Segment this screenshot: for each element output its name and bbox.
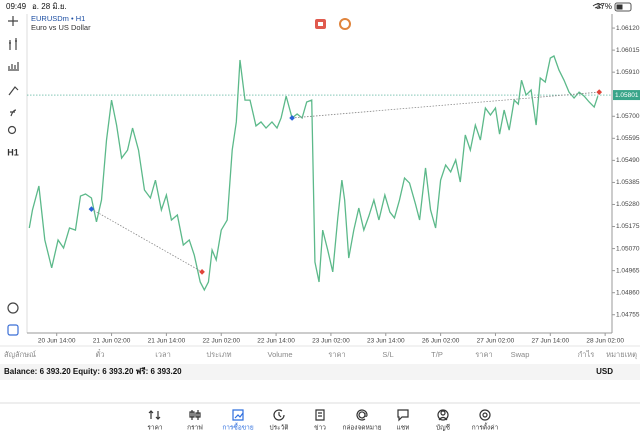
y-tick-label: 1.05595 <box>616 135 640 142</box>
trade-close-marker <box>199 269 205 275</box>
buy-button[interactable] <box>339 18 351 30</box>
x-tick-label: 27 Jun 02:00 <box>477 338 515 345</box>
y-tick-label: 1.04755 <box>616 311 640 318</box>
table-header: ราคา <box>475 350 492 359</box>
x-tick-label: 23 Jun 02:00 <box>312 338 350 345</box>
nav-icon <box>273 409 285 421</box>
nav-item[interactable]: กล่องจดหมาย <box>342 409 382 432</box>
chart-symbol: EURUSDm • H1 <box>31 14 85 23</box>
nav-label: แชท <box>397 425 410 432</box>
nav-item[interactable]: ประวัติ <box>270 409 289 432</box>
table-header: ราคา <box>328 350 345 359</box>
y-tick-label: 1.04860 <box>616 289 640 296</box>
table-header: S/L <box>382 350 393 359</box>
nav-item[interactable]: ราคา <box>147 410 163 432</box>
trade-open-marker <box>289 115 295 121</box>
nav-icon <box>356 409 368 421</box>
account-summary: Balance: 6 393.20 Equity: 6 393.20 ฟรี: … <box>4 366 182 376</box>
nav-label: ข่าว <box>314 425 326 432</box>
x-tick-label: 23 Jun 14:00 <box>367 338 405 345</box>
sell-button-glyph <box>318 22 323 26</box>
y-tick-label: 1.05175 <box>616 223 640 230</box>
trade-open-marker <box>88 206 95 212</box>
table-header: สัญลักษณ์ <box>4 350 36 359</box>
y-tick-label: 1.06015 <box>616 47 640 54</box>
shapes-tool[interactable] <box>7 125 17 135</box>
nav-label: การตั้งค่า <box>472 423 499 432</box>
nav-icon <box>189 410 201 420</box>
chart-type-tool[interactable] <box>9 38 17 50</box>
y-tick-label: 1.06120 <box>616 25 640 32</box>
table-header: Swap <box>511 350 530 359</box>
battery-level <box>616 4 623 10</box>
nav-item[interactable]: การซื้อขาย <box>222 409 254 432</box>
nav-label: บัญชี <box>436 424 451 432</box>
x-tick-label: 21 Jun 02:00 <box>93 338 131 345</box>
nav-label: ประวัติ <box>270 424 289 432</box>
table-header: กำไร <box>578 350 595 359</box>
status-date: อ. 28 มิ.ย. <box>32 2 67 11</box>
table-header: T/P <box>431 350 443 359</box>
nav-item[interactable]: บัญชี <box>436 409 451 432</box>
x-tick-label: 22 Jun 14:00 <box>257 338 295 345</box>
y-tick-label: 1.05070 <box>616 245 640 252</box>
nav-icon <box>437 409 449 421</box>
y-tick-label: 1.05490 <box>616 157 640 164</box>
y-tick-label: 1.05700 <box>616 113 640 120</box>
x-tick-label: 21 Jun 14:00 <box>148 338 186 345</box>
objects-tool[interactable] <box>8 86 19 96</box>
table-header: เวลา <box>155 350 171 359</box>
table-header: ตั๋ว <box>95 349 104 359</box>
x-tick-label: 28 Jun 02:00 <box>586 338 624 345</box>
nav-label: การซื้อขาย <box>222 423 253 432</box>
table-header: Volume <box>267 350 292 359</box>
x-tick-label: 22 Jun 02:00 <box>202 338 240 345</box>
wifi-icon <box>592 3 604 9</box>
nav-item[interactable]: การตั้งค่า <box>472 409 499 432</box>
nav-label: กล่องจดหมาย <box>342 425 381 432</box>
nav-item[interactable]: กราฟ <box>187 410 203 432</box>
nav-item[interactable]: แชท <box>397 409 410 432</box>
price-label-box <box>613 90 640 101</box>
trade-link <box>91 208 203 273</box>
crosshair-tool[interactable] <box>8 16 18 26</box>
nav-label: ราคา <box>147 425 162 432</box>
table-header: ประเภท <box>206 350 231 359</box>
nav-icon <box>397 409 409 422</box>
nav-icon <box>315 409 325 421</box>
nav-item[interactable]: ข่าว <box>314 409 326 432</box>
nav-icon <box>232 409 244 421</box>
y-tick-label: 1.05385 <box>616 179 640 186</box>
nav-label: กราฟ <box>187 425 203 432</box>
left-toolbar <box>7 16 19 336</box>
y-tick-label: 1.04965 <box>616 267 640 274</box>
indicators-tool[interactable] <box>8 62 19 71</box>
chart-description: Euro vs US Dollar <box>31 23 91 32</box>
account-currency: USD <box>596 367 613 376</box>
balance-row <box>0 364 640 380</box>
price-label: 1.05801 <box>615 92 639 99</box>
timeframe-button[interactable]: H1 <box>7 147 19 157</box>
trade-link <box>292 91 600 119</box>
nav-icon <box>148 410 161 420</box>
x-tick-label: 27 Jun 14:00 <box>532 338 570 345</box>
speed-tool[interactable] <box>7 302 19 314</box>
trade-close-marker <box>596 89 603 95</box>
status-time: 09:49 <box>6 2 27 11</box>
x-tick-label: 20 Jun 14:00 <box>38 338 76 345</box>
y-tick-label: 1.05910 <box>616 69 640 76</box>
table-header: หมายเหตุ <box>606 350 637 359</box>
function-tool[interactable] <box>10 109 17 117</box>
price-line-series <box>28 55 599 292</box>
status-battery: 37% <box>596 2 612 11</box>
y-tick-label: 1.05280 <box>616 201 640 208</box>
settings-tool[interactable] <box>7 324 19 336</box>
nav-icon <box>479 409 491 421</box>
battery-icon <box>614 2 632 12</box>
x-tick-label: 26 Jun 02:00 <box>422 338 460 345</box>
